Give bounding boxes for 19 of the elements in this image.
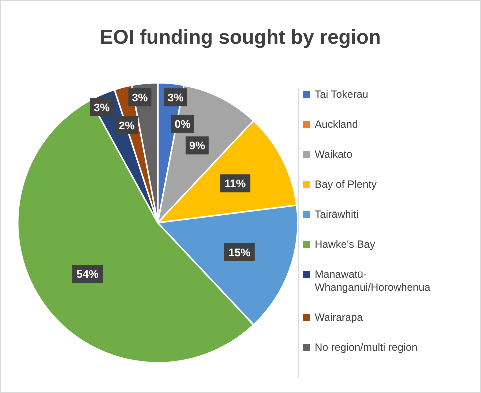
legend-label: Bay of Plenty xyxy=(315,179,378,191)
data-label: 11% xyxy=(224,178,246,191)
data-label: 3% xyxy=(168,92,184,105)
data-label: 15% xyxy=(228,247,251,260)
legend-label: No region/multi region xyxy=(315,342,418,354)
legend-label: Auckland xyxy=(315,119,358,131)
text: 0% xyxy=(174,118,191,131)
legend-label: Hawke's Bay xyxy=(315,239,376,251)
legend-label: Tai Tokerau xyxy=(315,89,369,101)
legend-label: Waikato xyxy=(315,149,353,161)
legend-label: Tairāwhiti xyxy=(315,209,359,221)
data-label: 2% xyxy=(118,120,136,132)
data-label: 9% xyxy=(189,140,206,153)
data-label: 3% xyxy=(132,92,148,105)
data-label: 54% xyxy=(76,269,99,282)
legend-label: Manawatū-Whanganui/Horowhenua xyxy=(315,269,431,294)
legend-label: Wairarapa xyxy=(315,312,364,324)
data-label: 3% xyxy=(94,102,110,114)
chart-title: EOI funding sought by region xyxy=(100,27,382,49)
